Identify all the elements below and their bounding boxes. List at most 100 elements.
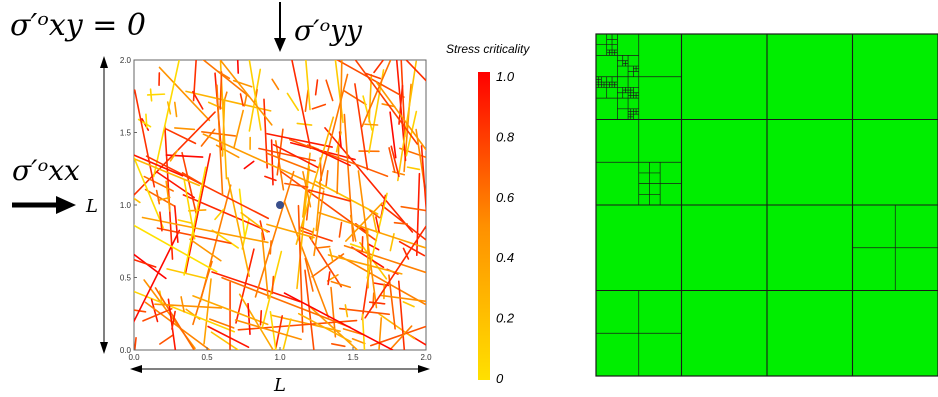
colorbar-title: Stress criticality xyxy=(446,42,530,56)
fracture-segment xyxy=(397,60,418,182)
fracture-segment xyxy=(248,60,262,131)
colorbar-tick-label: 0.4 xyxy=(496,250,514,265)
fracture-segment xyxy=(146,93,166,96)
fracture-segment xyxy=(388,147,396,173)
fracture-segment xyxy=(134,154,184,177)
fracture-segment xyxy=(375,216,380,233)
fracture-segment xyxy=(134,229,181,324)
fracture-segment xyxy=(397,280,406,350)
fracture-segment xyxy=(339,307,391,316)
fracture-segment xyxy=(134,197,141,204)
fracture-segment xyxy=(166,268,207,280)
fracture-segment xyxy=(141,216,269,244)
x-tick-label: 2.0 xyxy=(420,353,432,362)
fracture-segment xyxy=(367,243,380,251)
fracture-segment xyxy=(388,325,413,350)
fracture-segment xyxy=(254,170,295,298)
fracture-segment xyxy=(368,301,386,305)
sigma-xx-label: σ′ᵒxx xyxy=(12,154,80,187)
fracture-segment xyxy=(259,310,263,326)
fracture-segment xyxy=(134,253,167,280)
fracture-segment xyxy=(344,304,349,318)
fracture-segment xyxy=(266,132,334,148)
fracture-segment xyxy=(286,92,300,111)
fracture-segment xyxy=(325,79,334,102)
length-label-left: L xyxy=(85,196,98,217)
fracture-segment xyxy=(400,60,406,138)
x-tick-label: 1.0 xyxy=(274,353,286,362)
fracture-segment xyxy=(165,180,171,212)
fracture-segment xyxy=(343,89,367,106)
fracture-segment xyxy=(266,223,315,239)
fracture-segment xyxy=(364,123,379,126)
fracture-segment xyxy=(317,245,331,249)
fracture-segment xyxy=(145,113,148,129)
fracture-segment xyxy=(134,157,201,187)
fracture-segment xyxy=(388,274,396,330)
fracture-segment xyxy=(398,84,404,125)
fracture-segment xyxy=(345,202,384,242)
x-tick-label: 0.0 xyxy=(128,353,140,362)
fracture-segment xyxy=(373,60,385,74)
fracture-segment xyxy=(343,244,426,274)
hierarchical-matrix xyxy=(595,33,938,377)
fracture-network xyxy=(134,60,426,350)
fracture-segment xyxy=(335,60,405,98)
fracture-segment xyxy=(372,282,390,287)
fracture-segment xyxy=(402,301,415,308)
fracture-segment xyxy=(324,127,414,233)
fracture-segment xyxy=(313,190,325,257)
sigma-xx-arrow xyxy=(12,196,76,214)
fracture-segment xyxy=(378,313,416,340)
fracture-segment xyxy=(308,305,359,350)
fracture-segment xyxy=(331,342,346,348)
fracture-segment xyxy=(327,254,403,275)
fracture-segment xyxy=(192,260,213,326)
fracture-segment xyxy=(158,66,211,122)
fracture-segment xyxy=(327,271,331,286)
fracture-segment xyxy=(154,303,223,309)
fracture-segment xyxy=(312,147,351,167)
sigma-yy-label: σ′ᵒyy xyxy=(294,14,363,47)
fracture-segment xyxy=(203,278,212,345)
fracture-segment xyxy=(354,60,419,145)
fracture-segment xyxy=(305,60,311,111)
fracture-segment xyxy=(368,74,373,123)
fracture-segment xyxy=(405,60,426,82)
fracture-segment xyxy=(201,131,237,137)
fracture-segment xyxy=(134,111,216,197)
fracture-segment xyxy=(134,89,156,188)
y-tick-label: 1.5 xyxy=(120,129,132,138)
fracture-segment xyxy=(134,258,157,268)
fracture-segment xyxy=(159,334,174,345)
fracture-segment xyxy=(261,232,269,299)
fracture-segment xyxy=(227,177,250,278)
fracture-segment xyxy=(143,175,174,192)
fracture-segment xyxy=(308,189,352,202)
fracture-segment xyxy=(420,145,426,217)
fracture-segment xyxy=(372,214,378,234)
fracture-segment xyxy=(308,235,343,288)
fracture-segment xyxy=(336,142,340,195)
fracture-segment xyxy=(159,211,163,232)
fracture-segment xyxy=(134,309,147,313)
fracture-segment xyxy=(211,271,301,303)
fracture-segment xyxy=(180,296,185,313)
fracture-segment xyxy=(364,224,426,319)
fracture-segment xyxy=(171,310,176,330)
fracture-segment xyxy=(214,208,225,221)
fracture-segment xyxy=(338,254,426,306)
fracture-segment xyxy=(393,221,409,225)
fracture-segment xyxy=(144,301,211,350)
x-tick-label: 1.5 xyxy=(347,353,359,362)
fracture-segment xyxy=(300,226,314,233)
fracture-segment xyxy=(354,83,369,171)
fracture-segment xyxy=(207,325,250,349)
fracture-segment xyxy=(219,60,273,126)
colorbar-tick-label: 0.2 xyxy=(496,311,515,326)
fracture-segment xyxy=(361,60,392,128)
fracture-segment xyxy=(274,140,285,191)
fracture-segment xyxy=(183,166,207,276)
fracture-segment xyxy=(216,84,224,197)
